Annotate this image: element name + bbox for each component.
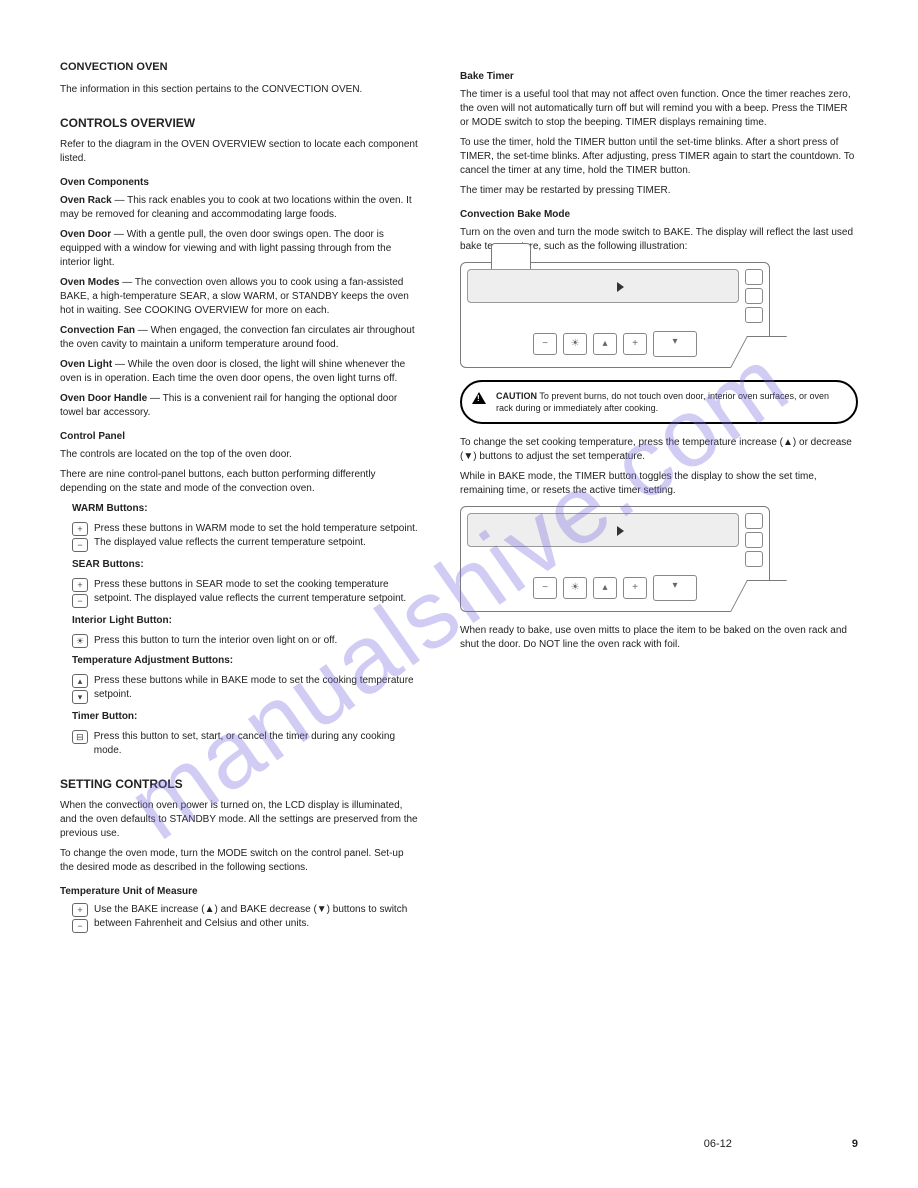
bake-p3: While in BAKE mode, the TIMER button tog… (460, 470, 858, 498)
lcd-display (467, 269, 739, 303)
page-number: 9 (852, 1138, 858, 1150)
minus-button: − (533, 577, 557, 599)
sear-btns-label: SEAR Buttons: (72, 558, 420, 572)
minus-button: − (533, 333, 557, 355)
sear-btns-text: Press these buttons in SEAR mode to set … (94, 578, 420, 606)
comp-rack: Oven Rack — This rack enables you to coo… (60, 194, 420, 222)
revision-date: 06-12 (704, 1138, 732, 1150)
bake-btns-row: + − Use the BAKE increase (▲) and BAKE d… (72, 903, 420, 933)
plus-button: + (623, 577, 647, 599)
timer-title: Bake Timer (460, 70, 858, 84)
control-panel-diagram-2: − ☀ ▴ + ▾ (460, 506, 770, 612)
sear-btns-row: + − Press these buttons in SEAR mode to … (72, 578, 420, 608)
comp-handle: Oven Door Handle — This is a convenient … (60, 392, 420, 420)
light-btn-text: Press this button to turn the interior o… (94, 634, 337, 648)
temp-btns-text: Press these buttons while in BAKE mode t… (94, 674, 420, 702)
overview-intro: Refer to the diagram in the OVEN OVERVIE… (60, 138, 420, 166)
plus-icon: + (72, 903, 88, 917)
minus-icon: − (72, 538, 88, 552)
page-heading: CONVECTION OVEN (60, 60, 420, 75)
play-icon (617, 282, 624, 292)
control-panel-title: Control Panel (60, 430, 420, 444)
side-button (745, 532, 763, 548)
caution-text: To prevent burns, do not touch oven door… (496, 391, 829, 413)
bake-btns-text: Use the BAKE increase (▲) and BAKE decre… (94, 903, 420, 931)
timer-btn-row: ⊟ Press this button to set, start, or ca… (72, 730, 420, 758)
down-icon: ▾ (72, 690, 88, 704)
panel-text2: There are nine control-panel buttons, ea… (60, 468, 420, 496)
light-btn-row: ☀ Press this button to turn the interior… (72, 634, 420, 648)
light-button: ☀ (563, 333, 587, 355)
right-column: Bake Timer The timer is a useful tool th… (460, 60, 858, 939)
side-button (745, 269, 763, 285)
warm-btns-label: WARM Buttons: (72, 502, 420, 516)
warm-btns-text: Press these buttons in WARM mode to set … (94, 522, 420, 550)
side-button (745, 288, 763, 304)
down-button: ▾ (653, 331, 697, 357)
timer-p2: To use the timer, hold the TIMER button … (460, 136, 858, 178)
minus-icon: − (72, 594, 88, 608)
comp-door: Oven Door — With a gentle pull, the oven… (60, 228, 420, 270)
timer-icon: ⊟ (72, 730, 88, 744)
bake-title: Convection Bake Mode (460, 208, 858, 222)
minus-icon: − (72, 919, 88, 933)
comp-light: Oven Light — While the oven door is clos… (60, 358, 420, 386)
timer-p3: The timer may be restarted by pressing T… (460, 184, 858, 198)
page-footer: 06-12 9 (704, 1138, 858, 1150)
components-title: Oven Components (60, 176, 420, 190)
side-button (745, 513, 763, 529)
light-button: ☀ (563, 577, 587, 599)
timer-btn-text: Press this button to set, start, or canc… (94, 730, 420, 758)
up-icon: ▴ (72, 674, 88, 688)
caution-label: CAUTION (496, 391, 537, 401)
comp-modes: Oven Modes — The convection oven allows … (60, 276, 420, 318)
temp-btns-label: Temperature Adjustment Buttons: (72, 654, 420, 668)
set-p2: To change the oven mode, turn the MODE s… (60, 847, 420, 875)
up-button: ▴ (593, 577, 617, 599)
set-p1: When the convection oven power is turned… (60, 799, 420, 841)
side-button (745, 307, 763, 323)
light-icon: ☀ (72, 634, 88, 648)
side-button (745, 551, 763, 567)
warning-icon (472, 392, 486, 404)
set-title: SETTING CONTROLS (60, 776, 420, 793)
light-btn-label: Interior Light Button: (72, 614, 420, 628)
page: CONVECTION OVEN The information in this … (0, 0, 918, 1188)
caution-box: CAUTION To prevent burns, do not touch o… (460, 380, 858, 424)
comp-fan: Convection Fan — When engaged, the conve… (60, 324, 420, 352)
temp-btns-row: ▴ ▾ Press these buttons while in BAKE mo… (72, 674, 420, 704)
left-column: CONVECTION OVEN The information in this … (60, 60, 420, 939)
timer-btn-label: Timer Button: (72, 710, 420, 724)
unit-label: Temperature Unit of Measure (60, 885, 420, 899)
warm-btns-row: + − Press these buttons in WARM mode to … (72, 522, 420, 552)
intro-text: The information in this section pertains… (60, 83, 420, 97)
timer-p1: The timer is a useful tool that may not … (460, 88, 858, 130)
up-button: ▴ (593, 333, 617, 355)
plus-icon: + (72, 522, 88, 536)
plus-button: + (623, 333, 647, 355)
lcd-display (467, 513, 739, 547)
bake-p4: When ready to bake, use oven mitts to pl… (460, 624, 858, 652)
overview-title: CONTROLS OVERVIEW (60, 115, 420, 132)
panel-text1: The controls are located on the top of t… (60, 448, 420, 462)
bake-p2: To change the set cooking temperature, p… (460, 436, 858, 464)
play-icon (617, 526, 624, 536)
plus-icon: + (72, 578, 88, 592)
down-button: ▾ (653, 575, 697, 601)
control-panel-diagram-1: − ☀ ▴ + ▾ (460, 262, 770, 368)
